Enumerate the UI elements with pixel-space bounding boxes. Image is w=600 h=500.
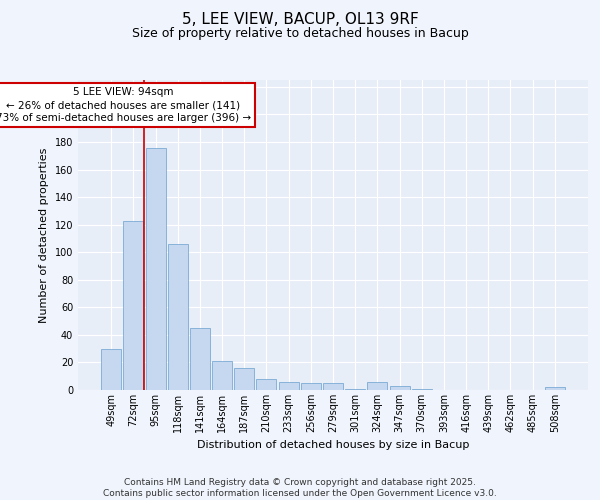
Bar bbox=[101, 348, 121, 390]
Text: 5, LEE VIEW, BACUP, OL13 9RF: 5, LEE VIEW, BACUP, OL13 9RF bbox=[182, 12, 418, 28]
Bar bbox=[412, 388, 432, 390]
Bar bbox=[190, 328, 210, 390]
Bar bbox=[545, 387, 565, 390]
Bar bbox=[234, 368, 254, 390]
Bar bbox=[168, 244, 188, 390]
Bar bbox=[323, 383, 343, 390]
Text: 5 LEE VIEW: 94sqm
← 26% of detached houses are smaller (141)
73% of semi-detache: 5 LEE VIEW: 94sqm ← 26% of detached hous… bbox=[0, 87, 251, 124]
Bar bbox=[124, 220, 143, 390]
Bar bbox=[367, 382, 388, 390]
Bar bbox=[146, 148, 166, 390]
Bar bbox=[256, 379, 277, 390]
X-axis label: Distribution of detached houses by size in Bacup: Distribution of detached houses by size … bbox=[197, 440, 469, 450]
Bar bbox=[301, 383, 321, 390]
Bar bbox=[345, 388, 365, 390]
Text: Size of property relative to detached houses in Bacup: Size of property relative to detached ho… bbox=[131, 28, 469, 40]
Bar bbox=[278, 382, 299, 390]
Bar bbox=[389, 386, 410, 390]
Bar bbox=[212, 361, 232, 390]
Y-axis label: Number of detached properties: Number of detached properties bbox=[39, 148, 49, 322]
Text: Contains HM Land Registry data © Crown copyright and database right 2025.
Contai: Contains HM Land Registry data © Crown c… bbox=[103, 478, 497, 498]
